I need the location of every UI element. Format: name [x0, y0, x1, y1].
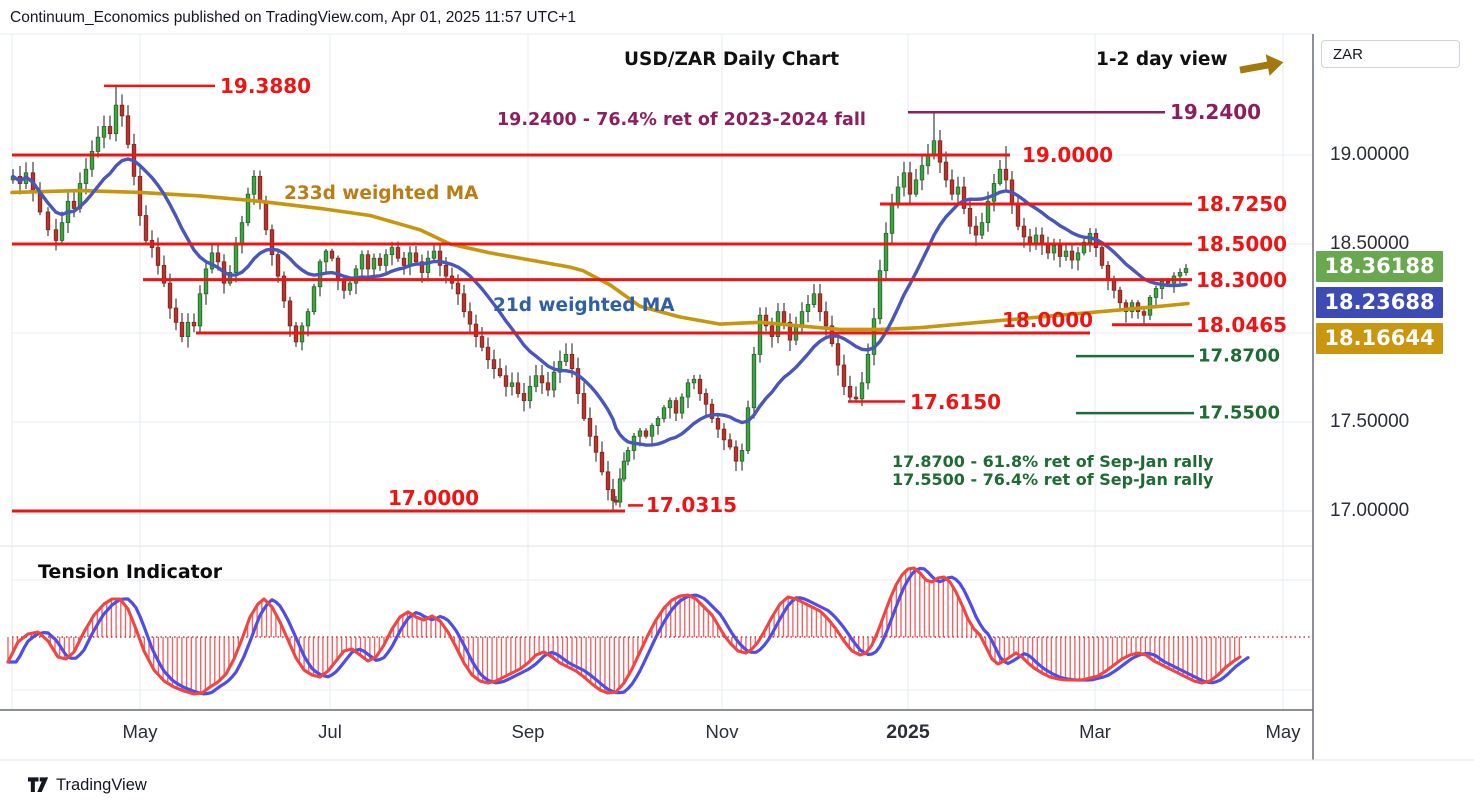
level-label-17-0000: 17.0000 — [388, 486, 480, 510]
price-badge-18.23688: 18.23688 — [1316, 287, 1443, 318]
x-axis-tick-Mar: Mar — [1079, 721, 1111, 742]
y-axis-tick-17.00000: 17.00000 — [1330, 500, 1410, 521]
ma21-label: 21d weighted MA — [493, 295, 675, 316]
y-axis-tick-19.00000: 19.00000 — [1330, 144, 1410, 165]
level-label-18-0000: 18.0000 — [1002, 308, 1094, 332]
fib-2023-annotation: 19.2400 - 76.4% ret of 2023-2024 fall — [497, 110, 866, 130]
x-axis-tick-May: May — [122, 721, 158, 742]
level-label-17-5500: 17.5500 — [1198, 402, 1280, 424]
tradingview-logo-text: TradingView — [56, 776, 147, 794]
sep-jan-fib-annotation-2: 17.5500 - 76.4% ret of Sep-Jan rally — [892, 470, 1214, 489]
symbol-zar-button[interactable]: ZAR — [1321, 40, 1460, 68]
level-label-18-5000: 18.5000 — [1196, 232, 1288, 256]
symbol-zar-label: ZAR — [1333, 46, 1363, 63]
level-label-17-6150: 17.6150 — [910, 389, 1002, 414]
level-label-18-0465: 18.0465 — [1196, 312, 1288, 337]
x-axis-tick-Sep: Sep — [511, 721, 545, 742]
x-axis-tick-Jul: Jul — [318, 721, 342, 742]
level-label-19-0000: 19.0000 — [1022, 143, 1114, 167]
level-label-17-8700: 17.8700 — [1198, 345, 1280, 367]
right-arrow-icon — [1239, 54, 1284, 76]
level-label-17-0315: 17.0315 — [646, 493, 738, 518]
y-axis-tick-17.50000: 17.50000 — [1330, 411, 1410, 432]
view-horizon-label: 1-2 day view — [1096, 49, 1228, 70]
x-axis-tick-May: May — [1265, 721, 1301, 742]
sep-jan-fib-annotation-1: 17.8700 - 61.8% ret of Sep-Jan rally — [892, 452, 1214, 471]
level-label-18-7250: 18.7250 — [1196, 191, 1288, 216]
tradingview-logo[interactable]: TradingView — [28, 776, 147, 795]
level-label-19-3880: 19.3880 — [220, 73, 312, 98]
tradingview-logo-icon — [28, 777, 49, 792]
publish-line: Continuum_Economics published on Trading… — [10, 9, 576, 26]
chart-title: USD/ZAR Daily Chart — [624, 49, 840, 70]
tension-indicator-title: Tension Indicator — [38, 561, 223, 583]
y-axis-tick-18.50000: 18.50000 — [1330, 233, 1410, 254]
level-label-19-2400: 19.2400 — [1170, 100, 1262, 125]
price-badge-18.16644: 18.16644 — [1316, 323, 1443, 354]
level-label-18-3000: 18.3000 — [1196, 267, 1288, 292]
x-axis-tick-2025: 2025 — [886, 721, 930, 743]
ma233-label: 233d weighted MA — [284, 183, 479, 204]
price-badge-18.36188: 18.36188 — [1316, 251, 1443, 282]
x-axis-tick-Nov: Nov — [705, 721, 739, 742]
